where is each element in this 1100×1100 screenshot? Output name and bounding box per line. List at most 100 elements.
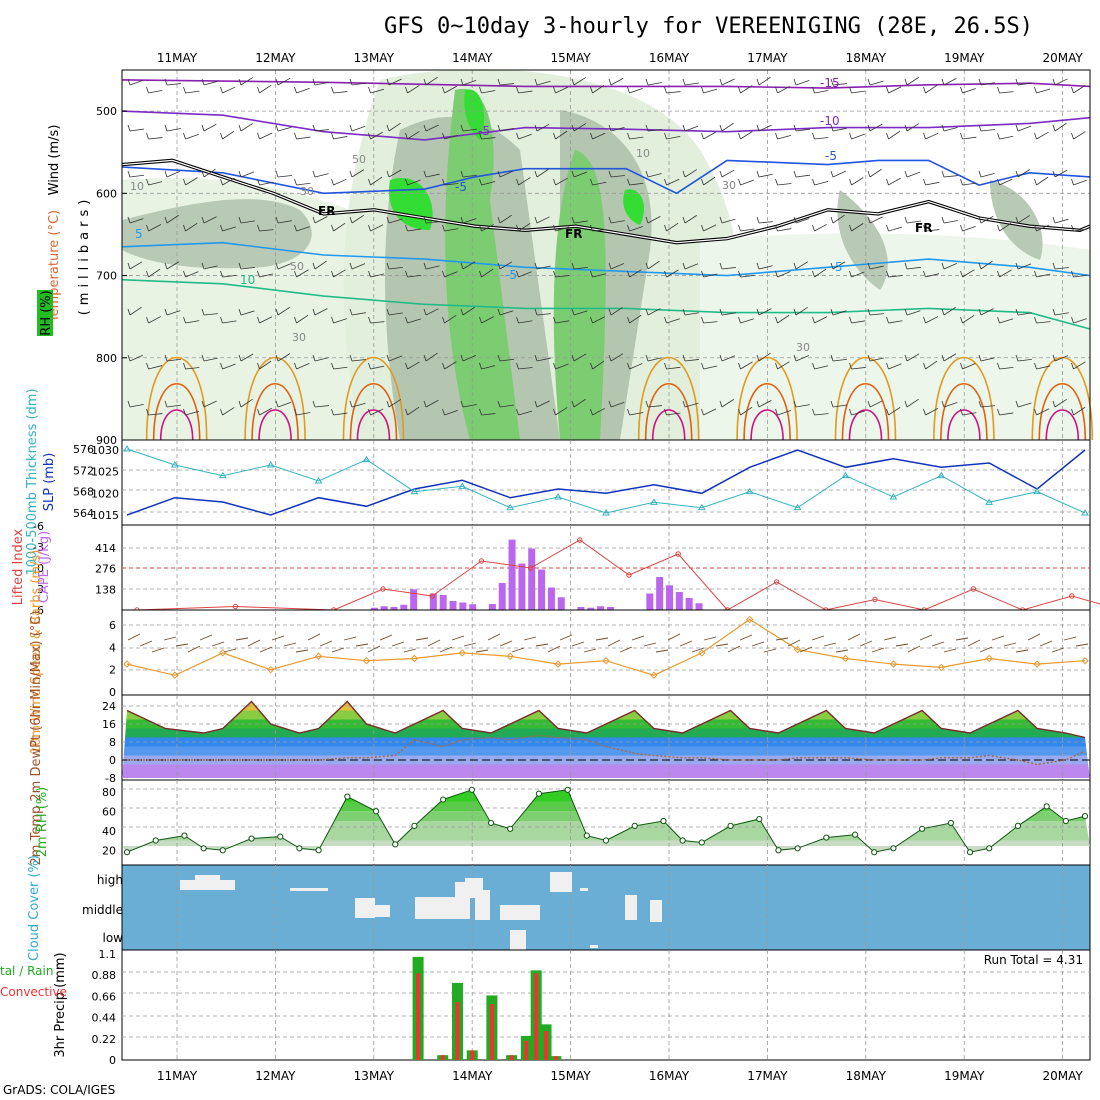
- wind-barb: [851, 271, 865, 278]
- precip-tick: 0.44: [92, 1012, 117, 1025]
- wind-barb: [259, 273, 274, 278]
- wind-barb: [684, 82, 699, 86]
- rh-point: [181, 832, 188, 839]
- wind-barb: [701, 86, 704, 94]
- wind-barb: [775, 362, 778, 370]
- wind-barb: [331, 316, 334, 324]
- wind-barb: [294, 132, 297, 140]
- wind-barb: [795, 306, 808, 316]
- wind-barb: [962, 363, 976, 370]
- wind-barb: [923, 178, 926, 186]
- rh-point: [535, 790, 543, 797]
- wind-barb: [1017, 359, 1032, 362]
- wind-speed-point: [458, 649, 467, 657]
- wind-barb: [368, 178, 371, 186]
- wind-barb: [127, 78, 131, 86]
- wind-barb: [536, 400, 550, 408]
- wind-barb: [980, 172, 995, 178]
- lifted-index-point: [577, 537, 583, 543]
- wind-barb: [849, 178, 852, 186]
- wind-barb: [610, 306, 623, 316]
- temperature-tick: 24: [102, 700, 116, 713]
- surface-wind-barb: [655, 649, 669, 653]
- surface-wind-barb: [931, 641, 945, 647]
- wind-barb: [608, 78, 612, 86]
- lifted-index-point: [380, 586, 386, 592]
- wind-barb: [1054, 122, 1067, 132]
- rh-region: [623, 189, 645, 225]
- wind-barb: [388, 312, 403, 316]
- wind-barb: [941, 400, 945, 408]
- wind-barb: [388, 122, 401, 132]
- cape-bar: [459, 602, 467, 610]
- wind-barb: [701, 224, 704, 232]
- wind-barb: [444, 361, 457, 370]
- surface-wind-barb: [355, 643, 369, 647]
- surface-wind-barb: [1075, 643, 1089, 647]
- wind-barb: [941, 170, 945, 178]
- wind-barb: [259, 132, 273, 140]
- surface-wind-barb: [463, 642, 477, 647]
- wind-barb: [906, 310, 921, 316]
- wind-barb: [555, 275, 570, 278]
- surface-wind-barb: [475, 649, 489, 653]
- isotherm-label: -10: [820, 114, 840, 128]
- wind-barb: [1034, 178, 1037, 186]
- wind-barb: [240, 266, 255, 270]
- rh-contour-label: 30: [722, 179, 736, 192]
- wind-barb: [166, 128, 181, 132]
- wind-barb: [351, 125, 366, 132]
- rh-point: [775, 847, 782, 854]
- slp-tick: 1030: [91, 444, 119, 457]
- thickness-point: [266, 461, 275, 468]
- wind-barb: [701, 408, 704, 416]
- surface-wind-barb: [271, 635, 285, 641]
- cape-bar: [695, 603, 703, 610]
- wind-barb: [906, 398, 919, 408]
- surface-wind-barb: [739, 634, 753, 641]
- isotherm-line: [356, 409, 391, 441]
- wind-barb: [386, 308, 390, 316]
- wind-barb: [259, 229, 274, 232]
- thickness-point: [793, 503, 802, 511]
- surface-wind-barb: [283, 642, 297, 647]
- thickness-point: [650, 498, 658, 505]
- cape-bar: [685, 598, 693, 610]
- thickness-point: [841, 471, 850, 479]
- wind-barb: [388, 169, 402, 178]
- wind-barb: [721, 122, 734, 132]
- cloud-block: [650, 900, 662, 922]
- precip-tick: 0: [109, 1054, 116, 1067]
- wind-barb: [740, 361, 753, 370]
- cloud-level-label: middle: [82, 903, 123, 917]
- wind-barb: [275, 354, 279, 362]
- wind-barb: [1036, 365, 1051, 370]
- wind-barb: [775, 224, 778, 232]
- precip-tick: 1.1: [99, 948, 117, 961]
- wind-barb: [518, 177, 531, 186]
- wind-barb: [793, 262, 797, 270]
- wind-barb: [627, 132, 630, 140]
- wind-barb: [499, 261, 513, 270]
- wind-barb: [127, 308, 131, 316]
- rh-point: [315, 847, 322, 854]
- lifted-index-point: [675, 551, 681, 557]
- wind-barb: [481, 90, 496, 94]
- pressure-tick-label: 700: [96, 270, 117, 283]
- wind-barb: [423, 308, 427, 316]
- surface-wind-barb: [691, 647, 705, 653]
- wind-barb: [203, 313, 218, 316]
- thickness-point: [410, 487, 419, 495]
- lifted-index-tick: -3: [33, 541, 44, 554]
- wind-barb: [960, 224, 963, 232]
- wind-barb: [851, 367, 866, 370]
- temperature-band: [122, 728, 1090, 738]
- wind-barb: [370, 88, 385, 94]
- wind-barb: [738, 178, 741, 186]
- wind-barb: [592, 360, 605, 370]
- wind-barb: [146, 224, 149, 232]
- wind-speed-point: [410, 654, 419, 663]
- lifted-index-point: [429, 593, 435, 599]
- wind-barb: [460, 124, 464, 132]
